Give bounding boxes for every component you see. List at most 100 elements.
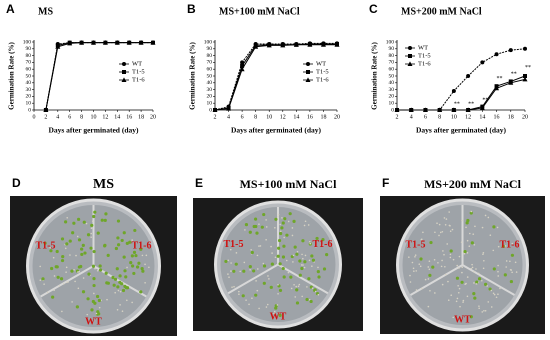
seedling: [465, 226, 467, 229]
seedling: [64, 220, 68, 224]
seedling: [455, 300, 458, 303]
y-tick-label: 50: [389, 73, 395, 79]
seedling: [65, 271, 67, 273]
seedling: [483, 309, 485, 312]
seedling: [124, 286, 129, 290]
seedling: [412, 267, 415, 270]
seedling: [278, 288, 283, 293]
seedling: [436, 222, 438, 225]
seedling: [239, 270, 241, 273]
seedling: [428, 260, 431, 263]
seedling: [501, 244, 505, 249]
seedling: [505, 260, 508, 262]
seedling: [51, 295, 55, 299]
marker: [523, 46, 527, 51]
seedling: [447, 280, 449, 283]
seedling: [317, 293, 320, 296]
seedling: [296, 250, 299, 253]
seedling: [41, 277, 45, 281]
seedling: [470, 210, 473, 213]
seedling: [484, 309, 487, 312]
seedling: [472, 233, 475, 235]
seedling: [466, 239, 469, 242]
seedling: [470, 241, 474, 245]
seedling: [93, 210, 97, 214]
seedling: [254, 293, 258, 297]
seedling: [311, 287, 314, 290]
x-tick-label: 6: [241, 114, 244, 120]
seedling: [120, 238, 124, 243]
seedling: [248, 303, 250, 306]
seedling: [458, 255, 461, 258]
y-tick-label: 40: [389, 80, 395, 86]
legend-marker: [306, 70, 310, 74]
seedling: [302, 264, 304, 266]
marker: [494, 85, 500, 91]
seedling: [132, 271, 136, 276]
seedling: [424, 278, 427, 281]
seedling: [317, 275, 321, 279]
seedling: [98, 264, 102, 268]
marker: [280, 42, 286, 48]
x-tick-label: 16: [126, 114, 132, 120]
seedling: [139, 290, 143, 294]
seedling: [144, 281, 146, 284]
seedling: [54, 265, 58, 269]
series-line: [397, 75, 526, 111]
seedling: [478, 307, 480, 310]
seedling: [297, 285, 300, 288]
seedling: [128, 240, 132, 244]
seedling: [325, 253, 329, 257]
photo-label: T1-5: [224, 239, 244, 250]
seedling: [244, 229, 246, 231]
seedling: [97, 298, 101, 303]
x-axis-label: Days after germinated (day): [416, 126, 507, 135]
y-tick-label: 60: [207, 66, 213, 72]
marker: [114, 40, 120, 45]
seedling: [443, 217, 446, 219]
marker: [212, 107, 218, 112]
seedling: [69, 254, 71, 256]
seedling: [292, 254, 295, 257]
seedling: [115, 267, 119, 271]
seedling: [492, 267, 496, 271]
seedling: [450, 294, 453, 297]
x-tick-label: 12: [465, 114, 471, 120]
seedling: [295, 288, 299, 292]
seedling: [64, 247, 67, 250]
seedling: [60, 237, 65, 241]
seedling: [71, 231, 75, 235]
seedling: [505, 266, 507, 268]
seedling: [65, 242, 69, 246]
marker: [451, 88, 456, 93]
seedling: [481, 311, 484, 313]
seedling: [256, 289, 259, 292]
seedling: [90, 227, 93, 230]
seedling: [477, 277, 482, 281]
seedling: [471, 266, 474, 269]
seedling: [53, 289, 55, 292]
panel-label: E: [195, 176, 203, 190]
seedling: [466, 276, 469, 278]
seedling: [250, 248, 252, 251]
seedling: [290, 287, 293, 290]
seedling: [92, 214, 96, 219]
marker: [522, 76, 528, 82]
seedling: [90, 308, 94, 312]
seedling: [274, 256, 277, 259]
seedling: [414, 254, 417, 256]
y-tick-label: 0: [28, 107, 31, 113]
seedling: [268, 278, 270, 280]
seedling: [495, 296, 498, 299]
seedling: [70, 269, 74, 273]
seedling: [466, 252, 469, 254]
seedling: [86, 313, 89, 316]
seedling: [458, 267, 460, 269]
x-tick-label: 6: [68, 114, 71, 120]
marker: [253, 44, 259, 49]
seedling: [50, 266, 54, 271]
seedling: [256, 254, 259, 257]
seedling: [104, 271, 108, 275]
seedling: [72, 221, 76, 225]
seedling: [61, 310, 63, 313]
